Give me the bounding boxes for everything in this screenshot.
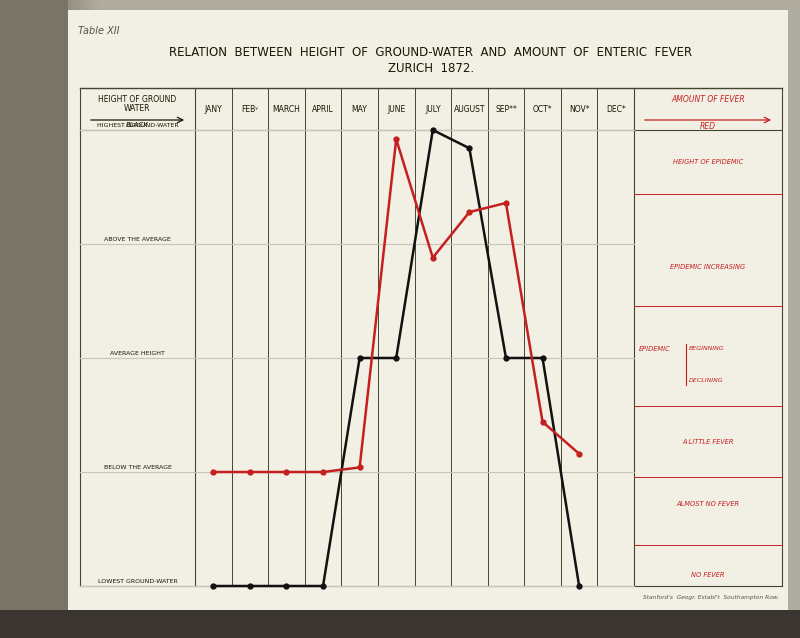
Text: MAY: MAY <box>352 105 367 114</box>
Text: BEGINNING: BEGINNING <box>689 346 725 352</box>
Bar <box>90 0 92 638</box>
Bar <box>94 0 96 638</box>
Text: BLACK: BLACK <box>126 122 149 128</box>
Text: ABOVE THE AVERAGE: ABOVE THE AVERAGE <box>104 237 171 242</box>
Text: JULY: JULY <box>425 105 441 114</box>
Text: A LITTLE FEVER: A LITTLE FEVER <box>682 440 734 445</box>
Bar <box>86 0 88 638</box>
Bar <box>74 0 76 638</box>
Bar <box>92 0 94 638</box>
Text: AMOUNT OF FEVER: AMOUNT OF FEVER <box>671 95 745 104</box>
Text: HEIGHT OF GROUND: HEIGHT OF GROUND <box>98 95 177 104</box>
Bar <box>0 0 68 638</box>
Text: DEC*: DEC* <box>606 105 626 114</box>
Text: BELOW THE AVERAGE: BELOW THE AVERAGE <box>103 465 171 470</box>
Text: LOWEST GROUND-WATER: LOWEST GROUND-WATER <box>98 579 178 584</box>
Text: JANY: JANY <box>205 105 222 114</box>
Bar <box>72 0 74 638</box>
Text: Stanford's  Geogr. Establ't  Southampton Row.: Stanford's Geogr. Establ't Southampton R… <box>643 595 779 600</box>
Bar <box>68 0 70 638</box>
Text: MARCH: MARCH <box>273 105 300 114</box>
Text: Table XII: Table XII <box>78 26 119 36</box>
Bar <box>80 0 82 638</box>
Text: RED: RED <box>700 122 716 131</box>
Bar <box>82 0 84 638</box>
Text: EPIDEMIC: EPIDEMIC <box>639 346 670 352</box>
Text: WATER: WATER <box>124 104 150 113</box>
Text: NOV*: NOV* <box>569 105 590 114</box>
Text: ZURICH  1872.: ZURICH 1872. <box>388 61 474 75</box>
Text: SEP**: SEP** <box>495 105 517 114</box>
Text: DECLINING: DECLINING <box>689 378 724 383</box>
Text: EPIDEMIC INCREASING: EPIDEMIC INCREASING <box>670 263 746 270</box>
Text: HEIGHT OF EPIDEMIC: HEIGHT OF EPIDEMIC <box>673 159 743 165</box>
Text: APRIL: APRIL <box>312 105 334 114</box>
Text: RELATION  BETWEEN  HEIGHT  OF  GROUND-WATER  AND  AMOUNT  OF  ENTERIC  FEVER: RELATION BETWEEN HEIGHT OF GROUND-WATER … <box>170 45 693 59</box>
Text: HIGHEST GROUND-WATER: HIGHEST GROUND-WATER <box>97 123 178 128</box>
Text: AUGUST: AUGUST <box>454 105 485 114</box>
Text: JUNE: JUNE <box>387 105 406 114</box>
Bar <box>0 610 800 638</box>
Bar <box>76 0 78 638</box>
Text: AVERAGE HEIGHT: AVERAGE HEIGHT <box>110 351 165 356</box>
Bar <box>96 0 98 638</box>
Text: ALMOST NO FEVER: ALMOST NO FEVER <box>677 501 739 507</box>
Bar <box>88 0 90 638</box>
Text: OCT*: OCT* <box>533 105 552 114</box>
Bar <box>78 0 80 638</box>
Bar <box>70 0 72 638</box>
Text: FEBʸ: FEBʸ <box>242 105 258 114</box>
Bar <box>84 0 86 638</box>
Text: NO FEVER: NO FEVER <box>691 572 725 577</box>
